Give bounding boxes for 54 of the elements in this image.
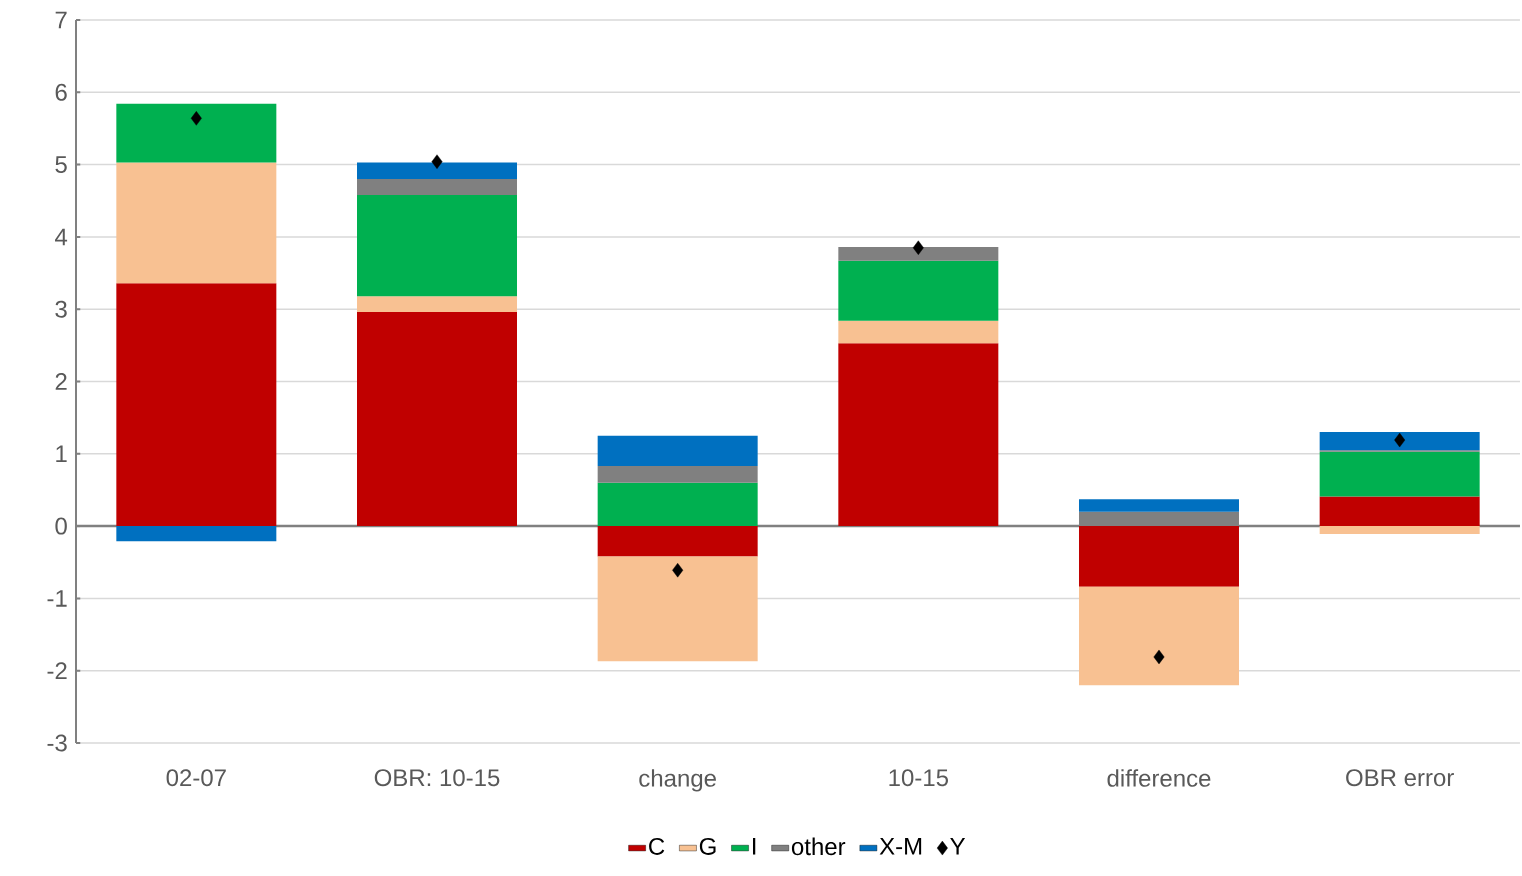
bar bbox=[838, 343, 999, 527]
y-tick-label: 4 bbox=[55, 228, 68, 246]
bar bbox=[116, 103, 277, 163]
point bbox=[190, 111, 202, 126]
legend-label: X-M bbox=[879, 838, 922, 855]
bar bbox=[116, 162, 277, 284]
bar bbox=[838, 260, 999, 321]
x-tick-label: 02-07 bbox=[166, 769, 226, 787]
bar bbox=[597, 435, 758, 467]
bar bbox=[1319, 451, 1480, 497]
bar bbox=[1319, 526, 1480, 535]
legend-label: Y bbox=[950, 838, 966, 855]
point bbox=[672, 563, 684, 578]
x-tick-label: difference bbox=[1107, 769, 1211, 787]
bar bbox=[357, 296, 517, 313]
x-tick-label: 10-15 bbox=[889, 769, 948, 787]
point bbox=[1153, 649, 1165, 665]
point bbox=[431, 154, 443, 169]
bar bbox=[1319, 496, 1480, 527]
y-tick-label: 0 bbox=[55, 517, 67, 535]
x-tick-label: OBR error bbox=[1346, 769, 1454, 787]
y-tick-label: -3 bbox=[47, 734, 67, 752]
point bbox=[1394, 432, 1406, 448]
bar bbox=[1319, 432, 1480, 451]
legend-label: other bbox=[791, 837, 846, 856]
bar bbox=[116, 283, 277, 527]
x-tick-label: OBR: 10-15 bbox=[374, 769, 500, 787]
bar bbox=[1078, 499, 1239, 512]
y-tick-label: 1 bbox=[56, 445, 67, 463]
y-tick-label: 6 bbox=[55, 83, 67, 101]
bar bbox=[357, 194, 517, 297]
y-tick-label: -2 bbox=[47, 662, 67, 680]
bar bbox=[597, 526, 758, 557]
bar bbox=[1078, 526, 1239, 587]
legend-label: I bbox=[753, 838, 756, 855]
bar bbox=[116, 526, 277, 542]
bar bbox=[357, 312, 517, 527]
bar bbox=[597, 482, 758, 527]
legend-label: C bbox=[649, 837, 665, 855]
bar bbox=[597, 556, 758, 662]
y-tick-label: 7 bbox=[55, 11, 67, 29]
bar bbox=[838, 247, 999, 261]
y-tick-label: 5 bbox=[55, 156, 67, 173]
point bbox=[912, 240, 924, 255]
bar bbox=[838, 320, 999, 344]
bar bbox=[357, 162, 517, 180]
bar bbox=[1078, 586, 1239, 686]
bar bbox=[357, 179, 517, 195]
y-tick-label: 2 bbox=[55, 373, 67, 390]
y-tick-label: -1 bbox=[47, 590, 67, 607]
x-tick-label: change bbox=[639, 769, 716, 792]
y-tick-label: 3 bbox=[55, 300, 67, 318]
legend-label: G bbox=[699, 837, 716, 855]
bar bbox=[597, 466, 758, 483]
